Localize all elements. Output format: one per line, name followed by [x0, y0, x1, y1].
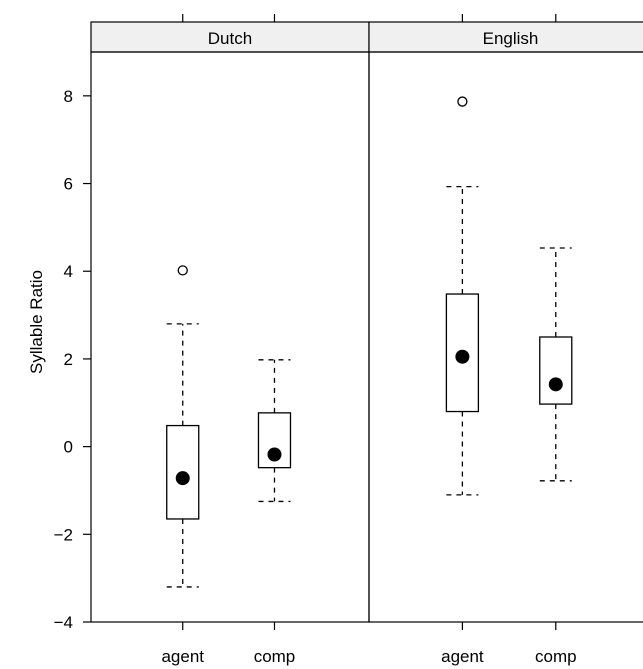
strip-english — [368, 21, 643, 53]
y-axis-label: Syllable Ratio — [27, 270, 46, 374]
iqr-box — [445, 293, 480, 413]
strip-label-dutch: Dutch — [208, 29, 252, 48]
y-tick-label: −2 — [54, 525, 73, 544]
plot-panels — [90, 51, 643, 623]
iqr-box — [257, 412, 292, 469]
iqr-box — [166, 424, 200, 520]
box-english-comp — [539, 247, 573, 482]
strip-dutch — [90, 21, 370, 53]
strip-label-english: English — [483, 29, 539, 48]
median-dot — [267, 447, 282, 462]
box-dutch-agent — [166, 265, 200, 588]
y-axis: −4 −2 0 2 4 6 8 — [54, 87, 91, 632]
y-tick-label: 2 — [64, 350, 73, 369]
outlier-point — [177, 265, 188, 276]
y-tick-label: 6 — [64, 175, 73, 194]
median-dot — [548, 377, 563, 392]
box-english-agent — [445, 96, 480, 496]
y-tick-label: 8 — [64, 87, 73, 106]
y-tick-label: −4 — [54, 613, 73, 632]
box-dutch-comp — [257, 359, 292, 503]
iqr-box — [539, 336, 573, 405]
median-dot — [455, 349, 470, 364]
y-tick-label: 4 — [64, 262, 73, 281]
x-tick-label: agent — [441, 647, 484, 666]
panel-strips: Dutch English — [90, 21, 643, 53]
y-tick-label: 0 — [64, 438, 73, 457]
panel-frame-english — [368, 51, 643, 623]
median-dot — [175, 471, 190, 486]
x-tick-label: comp — [254, 647, 296, 666]
x-tick-label: agent — [161, 647, 204, 666]
x-axis: agent comp agent comp — [161, 14, 577, 666]
x-tick-label: comp — [535, 647, 577, 666]
panel-frame-dutch — [90, 51, 370, 623]
outlier-point — [457, 96, 468, 107]
